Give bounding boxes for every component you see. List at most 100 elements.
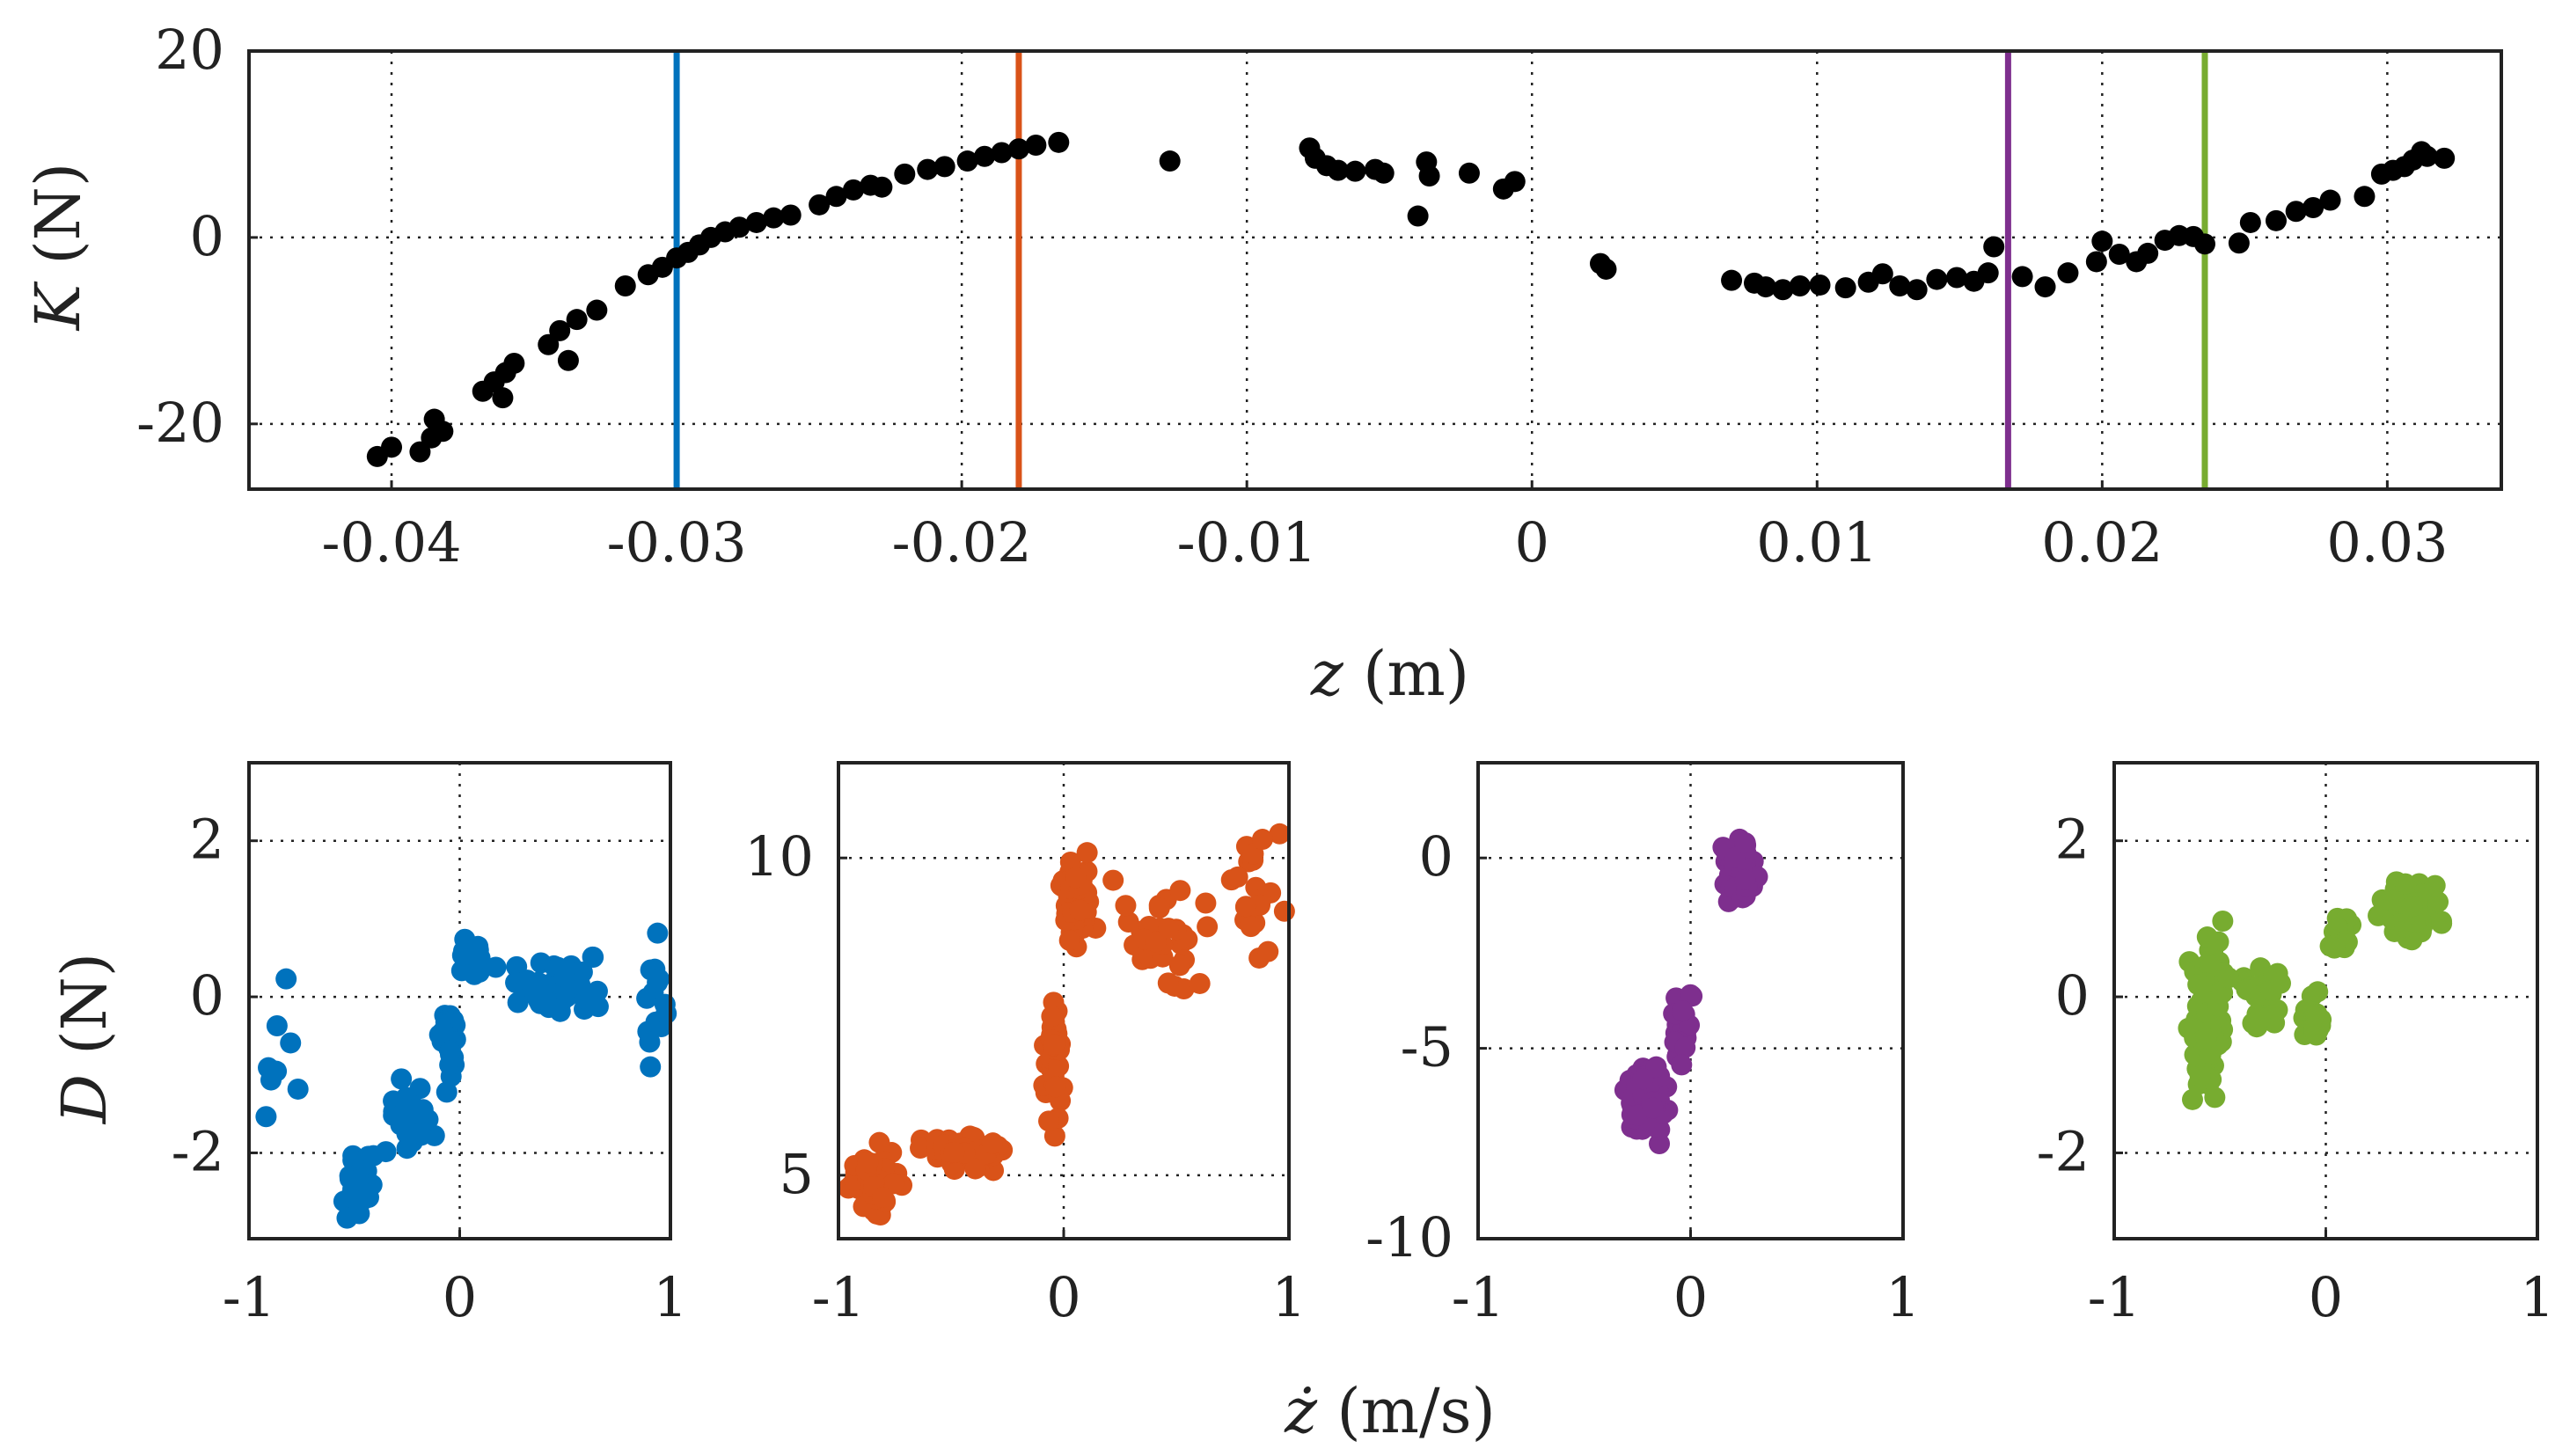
data-point xyxy=(964,1158,986,1180)
data-point xyxy=(375,1141,397,1163)
y-tick-label: 5 xyxy=(780,1142,814,1206)
data-point xyxy=(809,194,831,216)
data-point xyxy=(2228,232,2250,254)
top-y-axis-label: K (N) xyxy=(22,163,94,332)
data-point xyxy=(336,1207,358,1229)
y-tick-label: 2 xyxy=(190,808,224,872)
data-point xyxy=(2191,975,2213,997)
data-point xyxy=(1724,846,1746,868)
data-point xyxy=(275,968,297,990)
data-point xyxy=(2424,874,2446,896)
data-point xyxy=(1197,916,1219,938)
y-tick-label: 20 xyxy=(155,18,224,82)
data-point xyxy=(2324,937,2346,959)
data-point xyxy=(439,1040,461,1062)
data-point xyxy=(1674,1036,1696,1058)
data-point xyxy=(1504,171,1526,193)
data-point xyxy=(2200,955,2222,977)
data-point xyxy=(393,1113,415,1135)
data-point xyxy=(2319,189,2341,211)
data-point xyxy=(2195,1028,2217,1050)
data-point xyxy=(639,1031,661,1053)
data-point xyxy=(1044,1076,1066,1098)
data-point xyxy=(868,1131,890,1153)
data-point xyxy=(1076,842,1098,864)
data-point xyxy=(2249,1006,2271,1028)
data-point xyxy=(917,158,939,180)
data-point xyxy=(1169,880,1191,902)
data-point xyxy=(872,1186,894,1208)
green-chart: -1 0 1 2 0 -2 xyxy=(2037,761,2555,1329)
bottom-y-axis-label: D (N) xyxy=(48,953,121,1125)
data-point xyxy=(1734,868,1756,890)
x-tick-label: -0.01 xyxy=(1177,510,1317,574)
data-point xyxy=(780,204,802,226)
data-point xyxy=(1418,165,1440,187)
data-point xyxy=(910,1138,932,1160)
y-tick-label: -5 xyxy=(1401,1015,1453,1079)
data-point xyxy=(1834,277,1856,299)
data-point xyxy=(2236,978,2258,1000)
data-point xyxy=(1069,899,1091,921)
data-point xyxy=(636,987,658,1009)
data-point xyxy=(432,1021,454,1043)
data-point xyxy=(549,319,571,341)
x-tick-label: 0 xyxy=(443,1265,477,1329)
data-point xyxy=(396,1138,418,1160)
data-point xyxy=(255,1106,277,1128)
data-point xyxy=(1048,131,1070,153)
x-tick-label: -0.03 xyxy=(607,510,747,574)
data-point xyxy=(2431,912,2453,934)
data-point xyxy=(586,299,608,321)
data-point xyxy=(485,956,507,978)
data-point xyxy=(507,991,529,1013)
x-tick-label: -0.02 xyxy=(892,510,1032,574)
axes-frame xyxy=(1476,761,1905,1240)
y-tick-label: -2 xyxy=(172,1119,224,1183)
x-tick-label: -1 xyxy=(812,1265,865,1329)
data-point xyxy=(1273,900,1295,922)
data-point xyxy=(348,1169,370,1191)
bottom-x-axis-label: ż (m/s) xyxy=(1284,1375,1496,1447)
data-point xyxy=(728,216,750,238)
data-point xyxy=(2401,896,2423,918)
data-point xyxy=(1809,274,1831,296)
data-point xyxy=(2266,209,2287,231)
data-point xyxy=(991,142,1013,164)
top-chart: -0.04 -0.03 -0.02 -0.01 0 0.01 0.02 0.03 20 0 -20 xyxy=(136,18,2503,574)
data-point xyxy=(1983,236,2005,258)
y-tick-label: 10 xyxy=(744,824,814,889)
data-point xyxy=(2085,251,2107,273)
data-point xyxy=(655,1002,677,1024)
axes-frame xyxy=(247,761,672,1240)
data-point xyxy=(586,980,608,1002)
data-point xyxy=(1148,897,1170,919)
orange-chart: -1 0 1 10 5 xyxy=(744,761,1307,1329)
data-point xyxy=(648,968,670,990)
y-tick-label: 0 xyxy=(1419,824,1453,889)
data-point xyxy=(538,333,560,355)
x-tick-label: -1 xyxy=(1452,1265,1504,1329)
data-point xyxy=(2181,1088,2203,1110)
data-point xyxy=(2200,1043,2222,1065)
y-tick-label: -20 xyxy=(136,391,224,455)
x-tick-label: 0.01 xyxy=(1756,510,1878,574)
data-point xyxy=(1226,866,1248,888)
data-point xyxy=(1195,892,1217,914)
data-point xyxy=(1772,279,1794,301)
data-point xyxy=(582,947,604,969)
top-x-axis-label: z (m) xyxy=(1310,638,1469,710)
data-point xyxy=(1595,258,1617,280)
data-point xyxy=(1680,984,1702,1006)
data-point xyxy=(1115,895,1137,917)
data-point xyxy=(536,990,558,1012)
y-tick-label: 0 xyxy=(190,204,224,268)
data-point xyxy=(974,145,996,167)
x-tick-label: 0 xyxy=(2309,1265,2343,1329)
data-point xyxy=(2057,262,2079,284)
data-point xyxy=(1159,150,1181,172)
data-point xyxy=(1906,279,1928,301)
data-point xyxy=(503,352,525,374)
data-point xyxy=(557,349,579,371)
data-point xyxy=(1065,867,1087,889)
